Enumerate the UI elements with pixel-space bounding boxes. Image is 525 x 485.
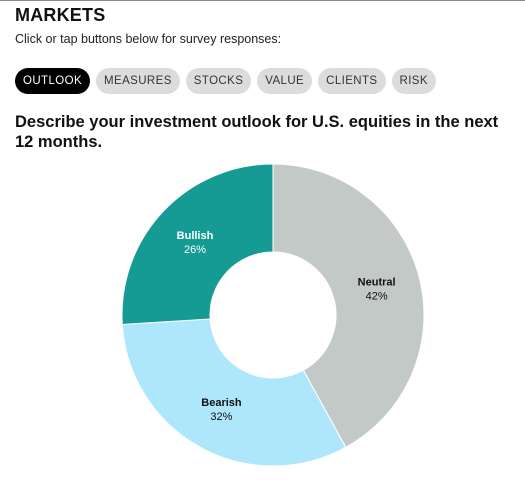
slice-bullish[interactable] — [121, 163, 274, 326]
slice-value-bullish: 26% — [184, 244, 206, 256]
donut-chart: Neutral 42% Bearish 32% Bullish 26% — [121, 163, 425, 467]
slice-label-neutral: Neutral — [358, 276, 396, 288]
top-divider — [0, 0, 525, 1]
survey-question: Describe your investment outlook for U.S… — [15, 113, 499, 151]
tab-outlook[interactable]: OUTLOOK — [15, 68, 91, 94]
slice-label-bullish: Bullish — [177, 230, 214, 242]
slice-bearish[interactable] — [121, 318, 347, 467]
slice-value-neutral: 42% — [366, 290, 388, 302]
tab-bar: OUTLOOK MEASURES STOCKS VALUE CLIENTS RI… — [15, 68, 436, 94]
slice-value-bearish: 32% — [210, 411, 232, 423]
slice-label-bearish: Bearish — [201, 397, 242, 409]
slice-neutral[interactable] — [272, 163, 425, 449]
tab-value[interactable]: VALUE — [257, 68, 313, 94]
section-title: MARKETS — [15, 5, 106, 25]
tab-stocks[interactable]: STOCKS — [185, 68, 252, 94]
tab-risk[interactable]: RISK — [391, 68, 436, 94]
tab-measures[interactable]: MEASURES — [96, 68, 180, 94]
instructions-text: Click or tap buttons below for survey re… — [15, 32, 282, 46]
tab-clients[interactable]: CLIENTS — [318, 68, 386, 94]
